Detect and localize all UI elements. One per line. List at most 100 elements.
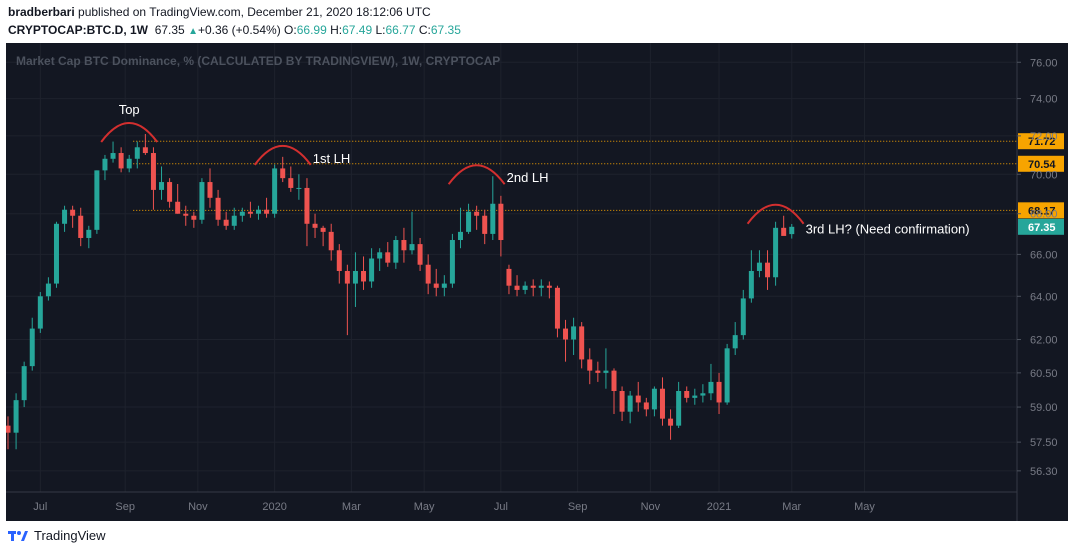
candle[interactable] bbox=[6, 416, 11, 450]
candle[interactable] bbox=[247, 201, 253, 218]
candle[interactable] bbox=[716, 372, 722, 415]
candle[interactable] bbox=[401, 227, 407, 263]
candle[interactable] bbox=[13, 393, 19, 450]
candle[interactable] bbox=[344, 264, 350, 336]
candle[interactable] bbox=[433, 268, 439, 297]
candle[interactable] bbox=[692, 388, 698, 405]
candle[interactable] bbox=[296, 174, 302, 200]
candle[interactable] bbox=[457, 207, 463, 249]
candle[interactable] bbox=[740, 289, 746, 340]
candle[interactable] bbox=[45, 277, 51, 301]
candle[interactable] bbox=[207, 168, 213, 208]
candle[interactable] bbox=[288, 166, 294, 192]
candle[interactable] bbox=[352, 252, 358, 307]
candle[interactable] bbox=[37, 292, 43, 333]
candle[interactable] bbox=[781, 215, 787, 236]
candle[interactable] bbox=[595, 361, 601, 382]
candle[interactable] bbox=[336, 244, 342, 284]
candle[interactable] bbox=[756, 250, 762, 278]
candle[interactable] bbox=[587, 348, 593, 385]
candle[interactable] bbox=[514, 275, 520, 297]
candle[interactable] bbox=[175, 184, 181, 214]
candle[interactable] bbox=[102, 154, 108, 181]
candle[interactable] bbox=[684, 386, 690, 403]
candle[interactable] bbox=[417, 237, 423, 271]
candle[interactable] bbox=[700, 384, 706, 403]
candle[interactable] bbox=[150, 147, 156, 210]
candle[interactable] bbox=[118, 147, 124, 173]
candle[interactable] bbox=[643, 397, 649, 417]
candle[interactable] bbox=[449, 233, 455, 288]
candle[interactable] bbox=[732, 322, 738, 355]
candle[interactable] bbox=[765, 250, 771, 290]
candle[interactable] bbox=[385, 242, 391, 267]
candle[interactable] bbox=[603, 348, 609, 389]
price-chart[interactable]: 71.72 70.54 68.17 67.35 Top 1st LH 2nd LH 3rd … bbox=[6, 43, 1068, 521]
candle[interactable] bbox=[94, 170, 100, 234]
candle[interactable] bbox=[320, 225, 326, 247]
candle[interactable] bbox=[506, 264, 512, 295]
candle[interactable] bbox=[142, 133, 148, 155]
price-axis[interactable]: 76.00 74.00 72.00 70.00 68.00 66.00 64.00 62.00… bbox=[1017, 57, 1058, 478]
candle[interactable] bbox=[280, 156, 286, 183]
candle[interactable] bbox=[167, 178, 173, 208]
candle[interactable] bbox=[393, 235, 399, 269]
candle[interactable] bbox=[231, 207, 237, 230]
candle[interactable] bbox=[474, 205, 480, 230]
candle[interactable] bbox=[361, 256, 367, 290]
candle[interactable] bbox=[538, 279, 544, 297]
candle[interactable] bbox=[789, 223, 795, 239]
candle[interactable] bbox=[490, 176, 496, 241]
candle[interactable] bbox=[498, 195, 504, 257]
candle[interactable] bbox=[272, 164, 278, 218]
candle[interactable] bbox=[676, 381, 682, 428]
candle[interactable] bbox=[425, 254, 431, 295]
candle[interactable] bbox=[571, 317, 577, 355]
candle[interactable] bbox=[369, 248, 375, 288]
candle[interactable] bbox=[530, 279, 536, 297]
candle[interactable] bbox=[409, 211, 415, 255]
candle[interactable] bbox=[70, 205, 76, 228]
candle[interactable] bbox=[522, 281, 528, 295]
candle[interactable] bbox=[579, 322, 585, 369]
candle[interactable] bbox=[199, 178, 205, 224]
candle[interactable] bbox=[110, 141, 116, 163]
candle[interactable] bbox=[29, 317, 35, 371]
candle[interactable] bbox=[635, 381, 641, 412]
candle[interactable] bbox=[191, 211, 197, 228]
candle[interactable] bbox=[441, 275, 447, 297]
candle[interactable] bbox=[377, 248, 383, 271]
candle[interactable] bbox=[619, 386, 625, 421]
candle[interactable] bbox=[659, 377, 665, 426]
candle[interactable] bbox=[21, 361, 27, 408]
candle[interactable] bbox=[215, 189, 221, 226]
candle[interactable] bbox=[563, 319, 569, 362]
candle[interactable] bbox=[304, 178, 310, 247]
candle[interactable] bbox=[651, 386, 657, 417]
candle[interactable] bbox=[159, 166, 165, 200]
candle[interactable] bbox=[668, 409, 674, 440]
candle[interactable] bbox=[466, 203, 472, 234]
candle[interactable] bbox=[264, 197, 270, 218]
candle[interactable] bbox=[86, 225, 92, 249]
candle[interactable] bbox=[255, 205, 261, 220]
candle[interactable] bbox=[546, 281, 552, 299]
candles[interactable] bbox=[6, 133, 795, 450]
candle[interactable] bbox=[627, 390, 633, 424]
candle[interactable] bbox=[748, 250, 754, 303]
candle[interactable] bbox=[773, 221, 779, 286]
time-axis[interactable]: Jul Sep Nov 2020 Mar May Jul Sep Nov 2021 Mar May bbox=[33, 501, 875, 513]
candle[interactable] bbox=[724, 343, 730, 405]
candle[interactable] bbox=[328, 223, 334, 261]
candle[interactable] bbox=[482, 209, 488, 245]
candle[interactable] bbox=[223, 211, 229, 230]
candle[interactable] bbox=[78, 207, 84, 247]
candle[interactable] bbox=[126, 154, 132, 173]
candle[interactable] bbox=[62, 205, 68, 232]
candle[interactable] bbox=[554, 285, 560, 338]
candle[interactable] bbox=[312, 213, 318, 238]
candle[interactable] bbox=[53, 221, 59, 288]
candle[interactable] bbox=[134, 141, 140, 169]
candle[interactable] bbox=[239, 207, 245, 222]
candle[interactable] bbox=[611, 368, 617, 415]
